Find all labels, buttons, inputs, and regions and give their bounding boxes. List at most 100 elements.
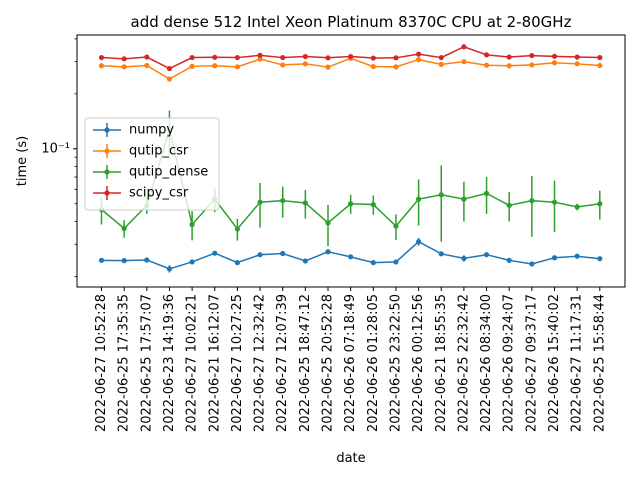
- x-tick-label: 2022-06-27 12:07:39: [275, 294, 290, 432]
- legend-item-qutip_dense: qutip_dense: [93, 165, 208, 180]
- data-point: [348, 254, 354, 260]
- series-scipy_csr: [98, 44, 603, 72]
- data-point: [574, 253, 580, 259]
- data-point: [280, 54, 286, 61]
- y-tick-label: 10⁻¹: [41, 141, 70, 156]
- data-point: [461, 44, 467, 50]
- data-point: [325, 55, 331, 61]
- x-tick-label: 2022-06-26 01:28:05: [366, 294, 381, 432]
- data-point: [257, 199, 263, 205]
- data-point: [98, 63, 105, 69]
- data-point: [438, 54, 444, 61]
- legend-label: scipy_csr: [129, 186, 189, 201]
- data-point: [461, 196, 467, 202]
- data-point: [302, 53, 308, 60]
- data-point: [212, 63, 218, 69]
- data-point: [393, 64, 399, 70]
- legend-label: qutip_csr: [129, 144, 189, 159]
- data-point: [461, 255, 467, 262]
- data-point: [438, 251, 444, 257]
- data-point: [280, 198, 286, 204]
- data-point: [234, 226, 240, 232]
- data-point: [393, 259, 399, 265]
- x-tick-label: 2022-06-27 10:02:21: [185, 294, 200, 432]
- data-point: [597, 256, 603, 262]
- legend-label: numpy: [129, 123, 174, 138]
- data-point: [121, 258, 127, 264]
- data-point: [438, 192, 444, 198]
- data-point: [416, 56, 422, 63]
- legend-item-numpy: numpy: [93, 123, 174, 138]
- data-point: [416, 239, 422, 245]
- data-point: [302, 61, 308, 67]
- legend-marker: [104, 169, 110, 175]
- y-axis-label: time (s): [15, 136, 30, 186]
- x-tick-label: 2022-06-26 15:40:02: [547, 294, 562, 432]
- data-point: [416, 196, 422, 202]
- x-tick-label: 2022-06-25 18:47:12: [298, 294, 313, 432]
- data-point: [529, 198, 535, 204]
- data-point: [483, 252, 490, 258]
- data-point: [597, 201, 603, 207]
- data-point: [189, 259, 195, 265]
- data-point: [121, 56, 127, 62]
- data-point: [483, 52, 490, 58]
- data-point: [257, 52, 263, 58]
- data-point: [257, 252, 263, 258]
- data-point: [370, 55, 376, 61]
- data-point: [483, 62, 490, 68]
- data-point: [393, 55, 399, 61]
- data-point: [597, 54, 603, 61]
- data-point: [166, 76, 173, 82]
- legend-marker: [104, 190, 110, 196]
- data-point: [98, 257, 105, 263]
- data-point: [370, 201, 376, 208]
- data-point: [98, 54, 105, 61]
- data-point: [438, 61, 444, 67]
- data-point: [302, 258, 308, 264]
- data-point: [551, 53, 558, 59]
- data-point: [189, 63, 195, 69]
- x-axis-label: date: [336, 451, 365, 466]
- data-point: [189, 54, 195, 61]
- data-point: [370, 260, 376, 266]
- x-tick-label: 2022-06-27 10:27:25: [230, 294, 245, 432]
- data-point: [416, 51, 422, 57]
- data-point: [325, 249, 331, 255]
- data-point: [212, 250, 218, 256]
- data-point: [574, 61, 580, 67]
- data-point: [529, 62, 535, 68]
- y-axis: 10⁻¹: [41, 38, 77, 277]
- data-point: [166, 266, 173, 272]
- x-tick-label: 2022-06-25 20:52:28: [321, 294, 336, 432]
- data-point: [189, 221, 195, 228]
- data-point: [393, 223, 399, 229]
- data-point: [529, 261, 535, 267]
- legend: numpy qutip_csr qutip_dense scipy_csr: [84, 117, 220, 211]
- x-tick-label: 2022-06-25 17:35:35: [117, 294, 132, 432]
- data-point: [551, 255, 558, 261]
- data-point: [574, 54, 580, 60]
- x-tick-label: 2022-06-27 10:52:28: [94, 294, 109, 432]
- x-tick-label: 2022-06-26 00:12:56: [411, 294, 426, 432]
- series-numpy: [98, 237, 603, 273]
- data-point: [144, 257, 150, 263]
- data-point: [506, 54, 512, 60]
- legend-marker: [104, 148, 110, 154]
- data-point: [370, 63, 376, 70]
- x-tick-label: 2022-06-26 07:18:49: [343, 294, 358, 432]
- data-point: [325, 64, 331, 70]
- chart-title: add dense 512 Intel Xeon Platinum 8370C …: [131, 13, 572, 31]
- data-point: [461, 59, 467, 65]
- legend-item-scipy_csr: scipy_csr: [93, 186, 189, 201]
- data-point: [483, 190, 490, 196]
- x-tick-label: 2022-06-21 16:12:07: [207, 294, 222, 432]
- x-axis: 2022-06-27 10:52:28 2022-06-25 17:35:35 20…: [94, 287, 607, 432]
- legend-item-qutip_csr: qutip_csr: [93, 144, 189, 159]
- data-point: [551, 60, 558, 66]
- x-tick-label: 2022-06-27 09:37:17: [524, 294, 539, 432]
- x-tick-label: 2022-06-27 12:32:42: [253, 294, 268, 432]
- data-point: [144, 62, 150, 69]
- data-point: [234, 54, 240, 61]
